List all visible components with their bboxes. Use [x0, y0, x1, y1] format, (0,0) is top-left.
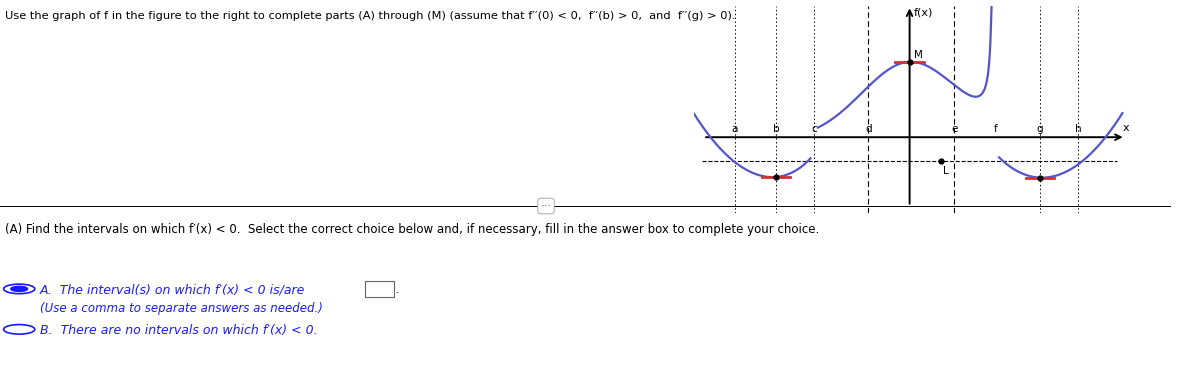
Text: b: b: [773, 124, 780, 134]
Circle shape: [11, 286, 28, 291]
Text: M: M: [914, 50, 923, 60]
Text: d: d: [865, 124, 871, 134]
Text: f: f: [994, 124, 997, 134]
Text: ···: ···: [540, 201, 552, 211]
Circle shape: [11, 327, 28, 332]
Text: .: .: [395, 283, 398, 296]
Text: Use the graph of f in the figure to the right to complete parts (A) through (M) : Use the graph of f in the figure to the …: [5, 11, 736, 21]
Text: f(x): f(x): [913, 7, 932, 17]
Text: x: x: [1122, 123, 1129, 133]
Text: (Use a comma to separate answers as needed.): (Use a comma to separate answers as need…: [40, 302, 323, 315]
Text: (A) Find the intervals on which f′(x) < 0.  Select the correct choice below and,: (A) Find the intervals on which f′(x) < …: [5, 223, 820, 236]
FancyBboxPatch shape: [365, 281, 394, 297]
Text: g: g: [1037, 124, 1043, 134]
Text: e: e: [950, 124, 958, 134]
Text: h: h: [1075, 124, 1081, 134]
Text: L: L: [943, 166, 949, 176]
Text: c: c: [811, 124, 817, 134]
Text: a: a: [732, 124, 738, 134]
Text: A.  The interval(s) on which f′(x) < 0 is/are: A. The interval(s) on which f′(x) < 0 is…: [40, 283, 305, 296]
Text: B.  There are no intervals on which f′(x) < 0.: B. There are no intervals on which f′(x)…: [40, 324, 317, 337]
